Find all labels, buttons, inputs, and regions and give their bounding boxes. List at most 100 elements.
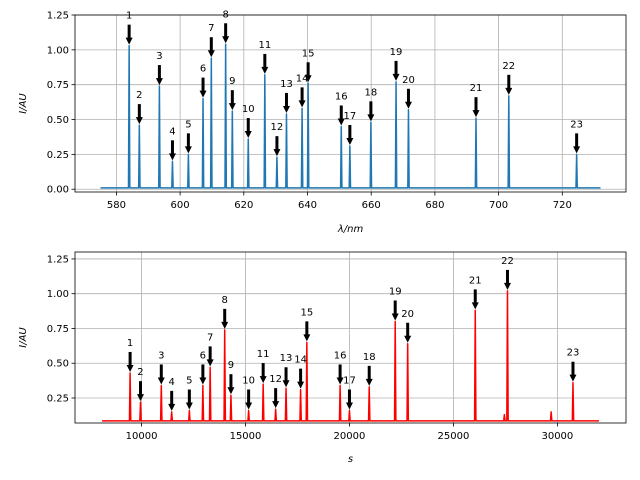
peak-label: 6 [200, 350, 206, 361]
peak-annotation: 14 [294, 355, 307, 389]
peak-label: 2 [136, 90, 142, 101]
peak-label: 19 [389, 287, 402, 298]
peak-label: 15 [302, 48, 315, 59]
peak-label: 22 [502, 61, 515, 72]
peak-label: 6 [200, 64, 206, 75]
peak-label: 17 [343, 375, 356, 386]
peak-annotation: 3 [157, 350, 165, 385]
peak-annotation: 19 [390, 47, 403, 81]
peak-label: 9 [229, 76, 235, 87]
peak-label: 12 [271, 122, 284, 133]
x-tick-label: 700 [489, 200, 508, 211]
peak-annotation: 18 [363, 352, 376, 386]
peak-label: 4 [168, 377, 174, 388]
peak-annotation: 2 [136, 367, 144, 402]
peak-label: 1 [126, 11, 132, 22]
peak-arrow-head [471, 302, 479, 310]
peak-arrow-head [227, 387, 235, 395]
peak-arrow-head [404, 335, 412, 343]
peak-label: 3 [156, 51, 162, 62]
x-tick-label: 660 [362, 200, 381, 211]
peak-annotation: 20 [402, 75, 415, 109]
peak-arrow-head [206, 359, 214, 367]
peak-annotation: 6 [199, 64, 207, 98]
y-tick-label: 1.25 [47, 11, 69, 22]
peak-arrow-head [221, 321, 229, 329]
peak-arrow-head [199, 90, 207, 98]
peak-label: 1 [127, 338, 133, 349]
peak-arrow-head [135, 117, 143, 125]
axes-frame [74, 251, 627, 424]
x-tick-label: 620 [234, 200, 253, 211]
peak-annotation: 11 [258, 40, 271, 74]
peak-label: 19 [390, 47, 403, 58]
y-tick-label: 0.25 [47, 393, 69, 404]
peak-label: 16 [334, 350, 347, 361]
peak-annotation: 7 [206, 332, 214, 367]
peak-arrow-head [261, 66, 269, 74]
peak-annotation: 10 [242, 375, 255, 410]
peak-arrow-head [168, 153, 176, 161]
y-tick-label: 1.00 [47, 289, 69, 300]
peak-arrow-head [298, 100, 306, 108]
x-tick-label: 680 [425, 200, 444, 211]
peak-annotation: 10 [242, 104, 255, 139]
peak-label: 7 [208, 23, 214, 34]
peak-label: 8 [222, 9, 228, 20]
peak-label: 14 [294, 355, 307, 366]
peak-arrow-head [337, 118, 345, 126]
peak-label: 8 [222, 295, 228, 306]
ticks: 10000 15000 20000 25000 30000 0.25 0.50 0.75 1.0… [47, 254, 574, 442]
peak-annotation: 12 [269, 374, 282, 409]
peak-arrow-head [244, 131, 252, 139]
peak-label: 9 [228, 360, 234, 371]
peak-label: 11 [258, 40, 271, 51]
peak-annotation: 16 [334, 350, 347, 385]
x-tick-label: 580 [107, 200, 126, 211]
peak-annotation: 17 [343, 375, 356, 410]
peak-label: 20 [401, 309, 414, 320]
peak-arrow-head [505, 87, 513, 95]
peak-arrow-head [345, 402, 353, 410]
peak-label: 18 [365, 87, 378, 98]
peak-arrow-head [126, 364, 134, 372]
x-tick-label: 600 [171, 200, 190, 211]
peak-annotation: 8 [222, 9, 230, 44]
peak-arrow-head [573, 146, 581, 154]
peak-annotation: 16 [335, 91, 348, 126]
peak-arrow-head [185, 402, 193, 410]
peak-arrow-head [569, 374, 577, 382]
peak-label: 4 [169, 126, 175, 137]
peak-annotation: 20 [401, 309, 414, 343]
peak-label: 16 [335, 91, 348, 102]
peak-label: 23 [570, 119, 583, 130]
peak-label: 13 [280, 79, 293, 90]
peak-arrow-head [207, 50, 215, 58]
peak-label: 12 [269, 374, 282, 385]
peak-label: 10 [242, 104, 255, 115]
peak-label: 14 [296, 73, 309, 84]
peak-label: 17 [343, 111, 356, 122]
x-axis-label: s [348, 454, 353, 465]
spectrum-line [100, 43, 601, 189]
peak-annotation: 15 [302, 48, 315, 83]
peak-arrow-head [391, 313, 399, 321]
peak-arrow-head [282, 380, 290, 388]
peak-annotation: 6 [199, 350, 207, 385]
peak-annotation: 1 [125, 11, 133, 45]
peak-arrow-head [404, 101, 412, 109]
peak-label: 21 [470, 83, 483, 94]
peak-arrow-head [136, 394, 144, 402]
peak-annotation: 7 [207, 23, 215, 58]
peak-arrow-head [282, 105, 290, 113]
peak-arrow-head [184, 146, 192, 154]
peak-annotation: 13 [280, 79, 293, 113]
x-tick-label: 10000 [126, 431, 158, 442]
y-tick-label: 0.75 [47, 80, 69, 91]
y-tick-label: 0.75 [47, 324, 69, 335]
y-tick-label: 1.25 [47, 254, 69, 265]
peak-annotation: 13 [280, 353, 292, 388]
peak-label: 21 [469, 275, 482, 286]
peak-annotation: 8 [221, 295, 229, 329]
peak-annotation: 4 [168, 126, 176, 161]
